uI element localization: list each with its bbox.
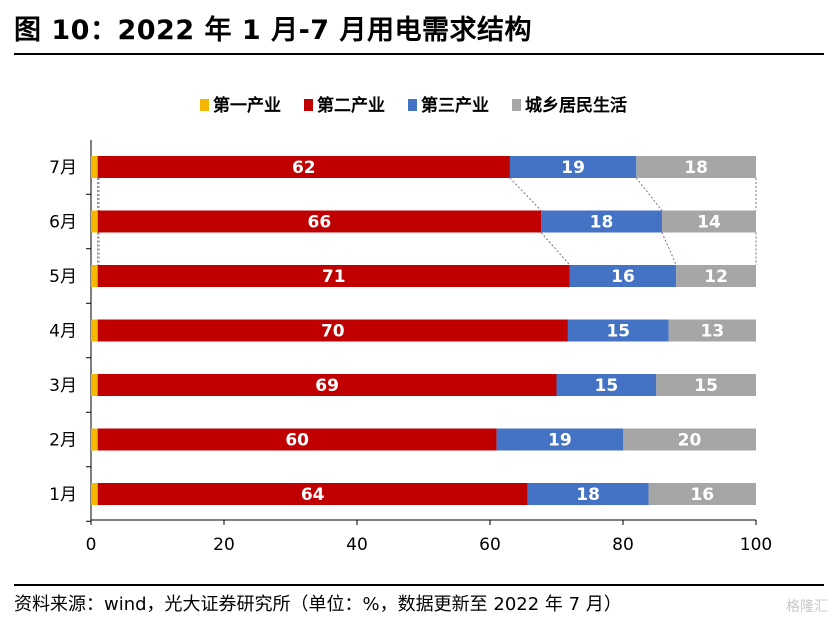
bar-segment (509, 156, 637, 178)
data-label: 69 (315, 376, 339, 396)
bar-segment (97, 319, 568, 342)
source-note: 资料来源：wind，光大证券研究所（单位：%，数据更新至 2022 年 7 月） (14, 594, 622, 615)
category-label: 3月 (49, 376, 77, 396)
category-label: 4月 (49, 322, 77, 342)
data-label: 19 (548, 431, 572, 451)
bar-segment (91, 319, 98, 342)
series-connector-line (509, 177, 542, 211)
category-label: 7月 (49, 158, 77, 178)
data-label: 13 (701, 322, 725, 342)
bar-segment (556, 374, 657, 396)
watermark-logo: 格隆汇 (786, 599, 828, 615)
bar-segment (91, 210, 98, 233)
category-label: 6月 (49, 213, 77, 233)
legend-label-2: 第二产业 (317, 95, 385, 116)
data-label: 70 (321, 322, 345, 342)
legend-swatch-3 (408, 99, 417, 111)
bar-segment (91, 374, 98, 396)
data-label: 16 (611, 267, 635, 287)
bar-segment (656, 374, 756, 396)
x-tick-label: 0 (86, 535, 97, 555)
bar-segment (648, 483, 756, 505)
category-label: 2月 (49, 431, 77, 451)
bar-segment (567, 319, 669, 342)
bar-segment (668, 319, 756, 342)
data-label: 20 (678, 431, 702, 451)
bar-segment (623, 428, 756, 451)
title-rule (14, 53, 824, 55)
legend-label-3: 第三产业 (421, 95, 489, 116)
bar-segment (91, 265, 98, 287)
category-label: 1月 (49, 485, 77, 505)
data-label: 14 (697, 213, 721, 233)
legend-swatch-4 (512, 99, 521, 111)
bar-segment (97, 265, 570, 287)
bar-segment (97, 374, 557, 396)
legend-swatch-1 (200, 99, 209, 111)
category-label: 5月 (49, 267, 77, 287)
data-label: 71 (322, 267, 346, 287)
bar-segment (97, 210, 542, 233)
bar-segment (527, 483, 649, 505)
data-label: 19 (561, 158, 585, 178)
legend-label-4: 城乡居民生活 (525, 95, 627, 116)
x-tick-label: 20 (213, 535, 235, 555)
data-label: 15 (694, 376, 718, 396)
bar-segment (541, 210, 662, 233)
bar-segment (496, 428, 623, 451)
bar-segment (676, 265, 756, 287)
bar-segment (97, 156, 510, 178)
data-label: 12 (704, 267, 728, 287)
bar-segment (97, 483, 528, 505)
bar-segment (636, 156, 756, 178)
figure-title: 图 10：2022 年 1 月-7 月用电需求结构 (14, 15, 532, 46)
data-label: 18 (590, 213, 614, 233)
bar-segment (91, 156, 98, 178)
bar-segment (91, 428, 98, 451)
legend-swatch-2 (304, 99, 313, 111)
data-label: 60 (285, 431, 309, 451)
bar-segment (569, 265, 677, 287)
data-label: 15 (606, 322, 630, 342)
x-tick-label: 80 (612, 535, 634, 555)
source-rule (14, 584, 824, 586)
data-label: 18 (684, 158, 708, 178)
x-tick-label: 60 (479, 535, 501, 555)
data-label: 16 (690, 485, 714, 505)
series-connector-line (661, 232, 677, 266)
data-label: 62 (292, 158, 316, 178)
x-tick-label: 100 (740, 535, 772, 555)
data-label: 15 (595, 376, 619, 396)
legend-label-1: 第一产业 (213, 95, 281, 116)
bar-segment (661, 210, 756, 233)
x-tick-label: 40 (346, 535, 368, 555)
series-connector-line (635, 177, 663, 211)
bar-segment (97, 428, 497, 451)
bar-segment (91, 483, 98, 505)
series-connector-line (540, 232, 571, 266)
data-label: 64 (301, 485, 325, 505)
data-label: 66 (308, 213, 332, 233)
data-label: 18 (576, 485, 600, 505)
